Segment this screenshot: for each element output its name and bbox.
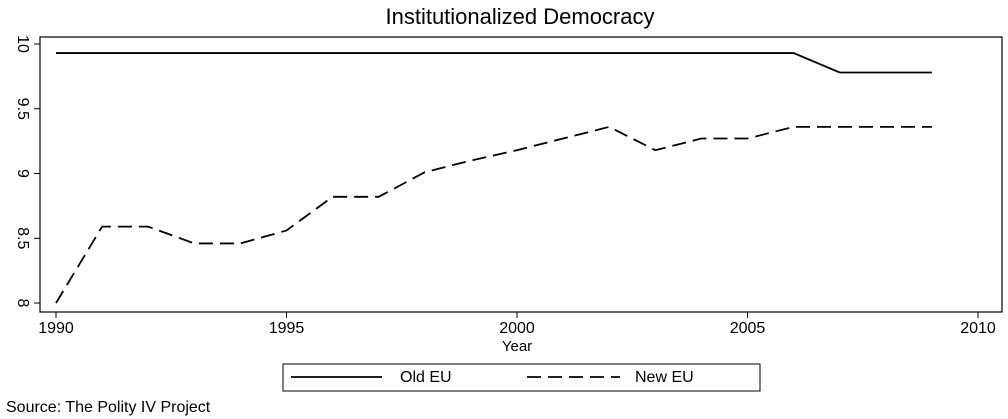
y-tick-label: 8 [14, 299, 31, 308]
x-axis-label: Year [502, 338, 532, 355]
x-tick-label: 2005 [730, 320, 766, 337]
source-note: Source: The Polity IV Project [6, 399, 211, 416]
legend-label: New EU [635, 369, 694, 386]
x-tick-label: 2010 [960, 320, 996, 337]
series-line [55, 125, 932, 304]
y-tick-label: 8.5 [14, 227, 31, 249]
x-tick-label: 1995 [269, 320, 305, 337]
y-tick-label: 9.5 [14, 98, 31, 120]
plot-frame [39, 36, 1003, 313]
legend-box [282, 363, 761, 392]
x-tick-label: 1990 [38, 320, 74, 337]
legend-label: Old EU [400, 369, 452, 386]
chart-title: Institutionalized Democracy [385, 4, 654, 29]
series-line [56, 52, 932, 74]
y-tick-label: 10 [14, 35, 31, 53]
x-tick-label: 2000 [499, 320, 535, 337]
y-tick-label: 9 [14, 169, 31, 178]
